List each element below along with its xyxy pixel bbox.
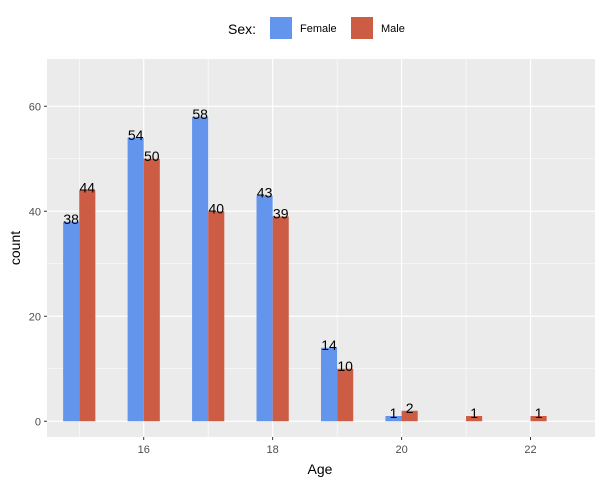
y-tick-label: 60 xyxy=(29,101,41,113)
data-label-male-15: 44 xyxy=(80,179,96,195)
x-tick-label: 20 xyxy=(395,444,407,456)
x-axis-title: Age xyxy=(308,461,333,477)
y-tick-label: 0 xyxy=(35,416,41,428)
x-axis: 16 18 20 22 xyxy=(138,437,537,456)
y-axis: 0 20 40 60 xyxy=(29,101,47,428)
bar-female-15 xyxy=(63,221,80,422)
data-label-female-19: 14 xyxy=(321,337,337,353)
x-tick-label: 16 xyxy=(138,444,150,456)
x-tick-label: 22 xyxy=(524,444,536,456)
bar-male-21 xyxy=(466,416,483,422)
bar-male-22 xyxy=(530,416,547,422)
bar-female-17 xyxy=(192,116,209,422)
data-label-female-20: 1 xyxy=(390,405,398,421)
bar-female-18 xyxy=(256,195,273,422)
data-label-male-18: 39 xyxy=(273,206,289,222)
bar-male-15 xyxy=(79,190,96,422)
bar-male-18 xyxy=(272,216,289,422)
y-tick-label: 40 xyxy=(29,206,41,218)
legend-label-female: Female xyxy=(300,23,337,35)
legend-swatch-female xyxy=(270,17,292,39)
data-label-male-16: 50 xyxy=(144,148,160,164)
data-label-male-20: 2 xyxy=(406,400,414,416)
data-label-male-21: 1 xyxy=(470,405,478,421)
legend: Sex: Female Male xyxy=(228,17,405,39)
bar-male-17 xyxy=(208,211,225,422)
legend-label-male: Male xyxy=(381,23,405,35)
x-tick-label: 18 xyxy=(267,444,279,456)
data-label-male-17: 40 xyxy=(208,200,224,216)
bars xyxy=(63,116,547,422)
legend-swatch-male xyxy=(351,17,373,39)
legend-title: Sex: xyxy=(228,21,256,37)
bar-male-19 xyxy=(337,368,354,422)
y-axis-title: count xyxy=(7,231,23,265)
data-label-female-17: 58 xyxy=(192,106,208,122)
bar-female-19 xyxy=(321,347,338,422)
bar-female-20 xyxy=(385,416,402,422)
bar-male-20 xyxy=(401,410,418,422)
data-label-male-19: 10 xyxy=(337,358,353,374)
data-label-male-22: 1 xyxy=(535,405,543,421)
y-tick-label: 20 xyxy=(29,311,41,323)
bar-female-16 xyxy=(127,137,144,422)
data-label-female-18: 43 xyxy=(257,185,273,201)
data-label-female-15: 38 xyxy=(63,211,79,227)
data-label-female-16: 54 xyxy=(128,127,144,143)
bar-male-16 xyxy=(143,158,160,422)
